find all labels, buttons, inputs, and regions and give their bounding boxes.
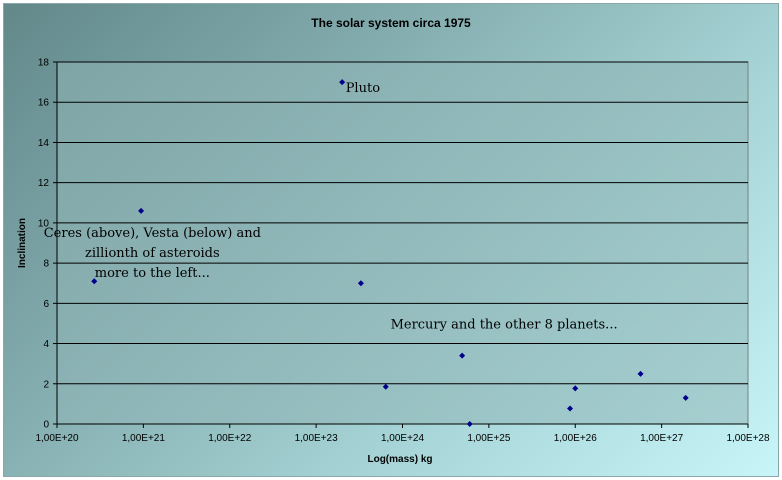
data-point <box>572 385 579 392</box>
data-point <box>637 370 644 377</box>
y-tick-label: 6 <box>43 299 49 310</box>
x-tick-label: 1,00E+28 <box>726 433 770 444</box>
x-tick-label: 1,00E+27 <box>640 433 684 444</box>
x-tick-label: 1,00E+26 <box>554 433 598 444</box>
x-tick-label: 1,00E+23 <box>295 433 339 444</box>
y-tick-label: 18 <box>38 58 50 69</box>
annotation-text: Pluto <box>346 81 381 96</box>
x-tick-label: 1,00E+21 <box>122 433 166 444</box>
data-point <box>459 352 466 359</box>
plot-area <box>56 61 749 425</box>
y-tick-label: 10 <box>38 218 50 229</box>
data-point <box>91 278 98 285</box>
y-tick-label: 8 <box>43 259 49 270</box>
y-tick-label: 12 <box>38 178 50 189</box>
data-point <box>682 394 689 401</box>
annotation-text: more to the left... <box>95 266 210 281</box>
y-axis-label: Inclination <box>17 218 28 268</box>
annotation-text: Ceres (above), Vesta (below) and <box>44 226 261 241</box>
x-tick-label: 1,00E+24 <box>381 433 425 444</box>
y-tick-label: 16 <box>38 98 50 109</box>
data-point <box>138 207 145 214</box>
annotation-text: Mercury and the other 8 planets... <box>391 317 618 332</box>
x-tick-labels: 1,00E+20 1,00E+21 1,00E+22 1,00E+23 1,00E+24… <box>35 424 770 444</box>
data-point <box>357 280 364 287</box>
chart-title: The solar system circa 1975 <box>311 16 471 30</box>
gridlines <box>57 61 748 385</box>
data-point <box>466 421 473 427</box>
x-axis-label: Log(mass) kg <box>367 454 432 465</box>
annotation-text: zillionth of asteroids <box>85 246 220 261</box>
data-point <box>567 405 574 412</box>
x-tick-label: 1,00E+22 <box>208 433 252 444</box>
y-tick-label: 2 <box>43 379 49 390</box>
y-tick-label: 0 <box>43 420 49 431</box>
y-tick-label: 14 <box>38 138 50 149</box>
x-tick-label: 1,00E+20 <box>35 433 79 444</box>
y-tick-label: 4 <box>43 339 49 350</box>
data-point <box>339 79 346 86</box>
annotations: Pluto Ceres (above), Vesta (below) and zil… <box>44 81 618 332</box>
data-point <box>382 383 389 390</box>
y-tick-labels: 0 2 4 6 8 10 12 14 16 18 <box>38 58 57 431</box>
x-tick-label: 1,00E+25 <box>467 433 511 444</box>
data-points <box>91 79 689 427</box>
